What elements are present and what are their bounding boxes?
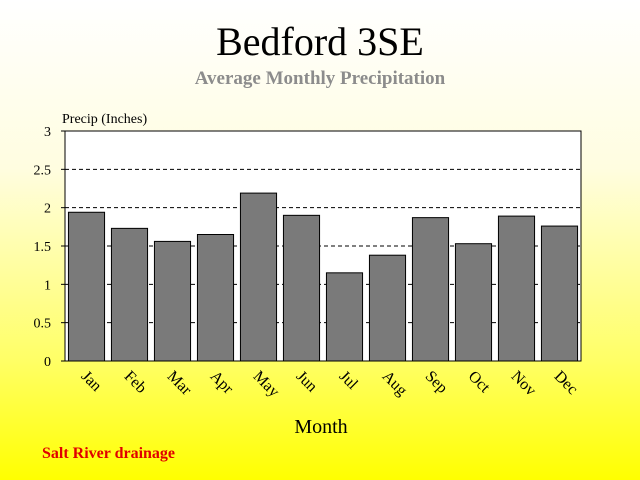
y-tick-label: 0 (44, 355, 51, 370)
footnote: Salt River drainage (42, 445, 176, 462)
x-tick-label: Dec (551, 368, 581, 398)
bar-dec (540, 225, 579, 362)
bar-jan (67, 211, 106, 362)
y-tick-label: 2 (44, 202, 51, 217)
bar-apr (196, 234, 235, 362)
bar-nov (497, 215, 536, 362)
y-tick-label: 1.5 (34, 240, 52, 255)
x-tick-label: Sep (422, 368, 451, 397)
x-tick-label: Jul (336, 368, 362, 394)
bars (67, 192, 579, 362)
plot-frame (64, 130, 582, 362)
x-tick-label: Aug (379, 368, 411, 400)
chart-subtitle: Average Monthly Precipitation (194, 68, 446, 89)
y-axis-ticks: 0 0.5 1 1.5 2 2.5 3 (34, 125, 65, 370)
y-tick-label: 3 (44, 125, 51, 140)
x-tick-label: Nov (508, 368, 540, 400)
x-axis-ticks: Jan Feb Mar Apr May Jun Jul Aug Sep Oct Nov Dec (78, 368, 581, 401)
bar-sep (411, 217, 450, 362)
x-axis-label: Month (294, 416, 347, 438)
x-tick-label: Apr (207, 368, 237, 398)
x-tick-label: Mar (164, 368, 195, 399)
x-tick-label: May (250, 368, 283, 401)
x-tick-label: Oct (465, 368, 494, 397)
x-tick-label: Feb (121, 368, 150, 397)
bar-feb (110, 227, 149, 362)
x-tick-label: Jan (78, 368, 105, 395)
bar-aug (368, 254, 407, 362)
bar-jun (282, 214, 321, 362)
bar-oct (454, 243, 493, 362)
bar-mar (153, 240, 192, 362)
y-tick-label: 1 (44, 278, 51, 293)
bar-jul (325, 272, 364, 362)
x-tick-label: Jun (293, 368, 321, 396)
y-tick-label: 2.5 (34, 163, 52, 178)
grid-lines (65, 168, 581, 324)
chart-title: Bedford 3SE (216, 19, 424, 64)
y-axis-label: Precip (Inches) (62, 112, 147, 127)
bar-may (239, 192, 278, 362)
y-tick-label: 0.5 (34, 317, 52, 332)
